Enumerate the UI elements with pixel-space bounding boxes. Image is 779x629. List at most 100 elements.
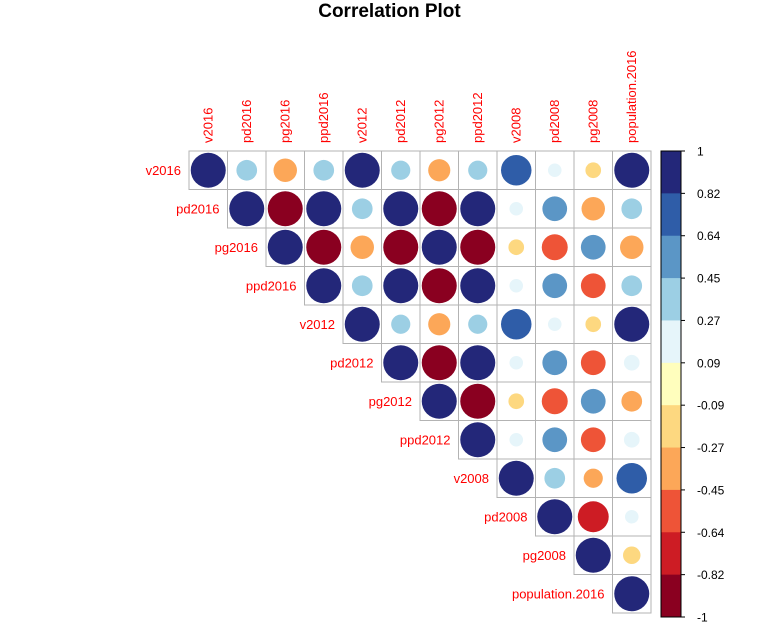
colorbar-tick-label: 1 — [697, 145, 704, 159]
correlation-circle — [306, 229, 342, 265]
correlation-circle — [537, 499, 573, 535]
colorbar-segment — [661, 362, 681, 406]
colorbar-segment — [661, 447, 681, 491]
correlation-circle — [547, 317, 562, 332]
correlation-circle — [344, 306, 380, 342]
correlation-circle — [509, 355, 524, 370]
correlation-circle — [623, 431, 640, 448]
correlation-circle — [190, 152, 226, 188]
correlation-circle — [383, 345, 419, 381]
correlation-circle — [583, 468, 603, 488]
correlation-circle — [306, 268, 342, 304]
correlation-circle — [306, 191, 342, 227]
colorbar-segment — [661, 320, 681, 364]
colorbar-tick-label: -0.64 — [697, 526, 725, 540]
correlation-circle — [541, 388, 568, 415]
correlation-circle — [542, 196, 568, 222]
correlation-circle — [428, 159, 451, 182]
colorbar-segment — [661, 193, 681, 237]
correlation-circle — [468, 314, 488, 334]
correlation-circle — [460, 229, 496, 265]
correlation-circle — [460, 191, 496, 227]
colorbar-tick-label: -0.82 — [697, 568, 725, 582]
correlation-circle — [614, 306, 650, 342]
correlation-circle — [344, 152, 380, 188]
colorbar: 1 0.82 0.64 0.45 0.27 0.09 -0.09 -0.27 -0.45 -0.6… — [660, 145, 725, 625]
correlation-circle — [624, 509, 639, 524]
colorbar-segment — [661, 532, 681, 576]
correlation-circle — [509, 201, 524, 216]
column-label: pg2016 — [277, 100, 292, 143]
column-label: ppd2012 — [470, 92, 485, 143]
correlation-circle — [547, 163, 562, 178]
correlation-circle — [313, 159, 335, 181]
grid-cell — [612, 574, 652, 614]
correlation-circle — [620, 235, 644, 259]
correlation-circle — [468, 160, 488, 180]
column-label: v2012 — [354, 108, 369, 143]
correlation-circle — [623, 546, 641, 564]
correlation-circle — [541, 234, 568, 261]
correlation-circle — [614, 152, 650, 188]
correlation-circle — [575, 537, 611, 573]
correlation-circle — [542, 273, 568, 299]
colorbar-tick-label: 0.27 — [697, 314, 721, 328]
correlation-circle — [351, 198, 373, 220]
correlation-circle — [508, 393, 525, 410]
correlation-circle — [616, 462, 648, 494]
correlation-circle — [500, 154, 532, 186]
colorbar-segment — [661, 574, 681, 618]
colorbar-segment — [661, 151, 681, 194]
row-label: population.2016 — [512, 586, 605, 601]
row-label: pg2012 — [369, 394, 412, 409]
colorbar-segment — [661, 235, 681, 279]
correlation-circle — [229, 191, 265, 227]
correlation-circle — [383, 191, 419, 227]
correlation-circle — [621, 275, 643, 297]
correlation-circle — [391, 160, 411, 180]
correlation-circle — [267, 229, 303, 265]
correlation-circle — [509, 432, 524, 447]
column-label: population.2016 — [624, 50, 639, 143]
correlation-circle — [350, 235, 374, 259]
colorbar-frame — [660, 150, 682, 618]
colorbar-tick-label: 0.45 — [697, 272, 721, 286]
correlation-circle — [273, 158, 297, 182]
correlation-circle — [428, 313, 451, 336]
row-label: v2016 — [146, 163, 181, 178]
correlation-circle — [460, 422, 496, 458]
colorbar-tick-label: -1 — [697, 611, 708, 625]
column-label: ppd2016 — [316, 92, 331, 143]
row-label: ppd2012 — [400, 432, 451, 447]
colorbar-tick-label: -0.45 — [697, 483, 725, 497]
correlation-circle — [383, 229, 419, 265]
row-label: pd2008 — [484, 509, 527, 524]
correlation-circle — [351, 275, 373, 297]
correlation-circle — [585, 162, 602, 179]
colorbar-segment — [661, 405, 681, 449]
correlation-circle — [580, 234, 606, 260]
correlation-circle — [580, 388, 606, 414]
column-label: pd2012 — [393, 100, 408, 143]
row-label: ppd2016 — [246, 278, 297, 293]
grid-cells — [188, 150, 652, 614]
correlation-circle — [508, 239, 525, 256]
correlation-circle — [391, 314, 411, 334]
column-labels: v2016 pd2016 pg2016 ppd2016 v2012 pd2012 pg201… — [200, 50, 639, 143]
row-label: pg2016 — [215, 240, 258, 255]
row-label: pd2012 — [330, 355, 373, 370]
correlation-circle — [383, 268, 419, 304]
correlation-circle — [236, 159, 258, 181]
correlation-circle — [421, 229, 457, 265]
correlation-circle — [580, 350, 606, 376]
correlation-circle — [421, 268, 457, 304]
correlation-circle — [460, 268, 496, 304]
chart-title: Correlation Plot — [318, 1, 461, 22]
row-label: v2008 — [454, 471, 489, 486]
correlation-circle — [542, 427, 568, 453]
column-label: pd2008 — [547, 100, 562, 143]
row-label: pd2016 — [176, 201, 219, 216]
column-label: pd2016 — [239, 100, 254, 143]
correlation-circle — [498, 460, 534, 496]
